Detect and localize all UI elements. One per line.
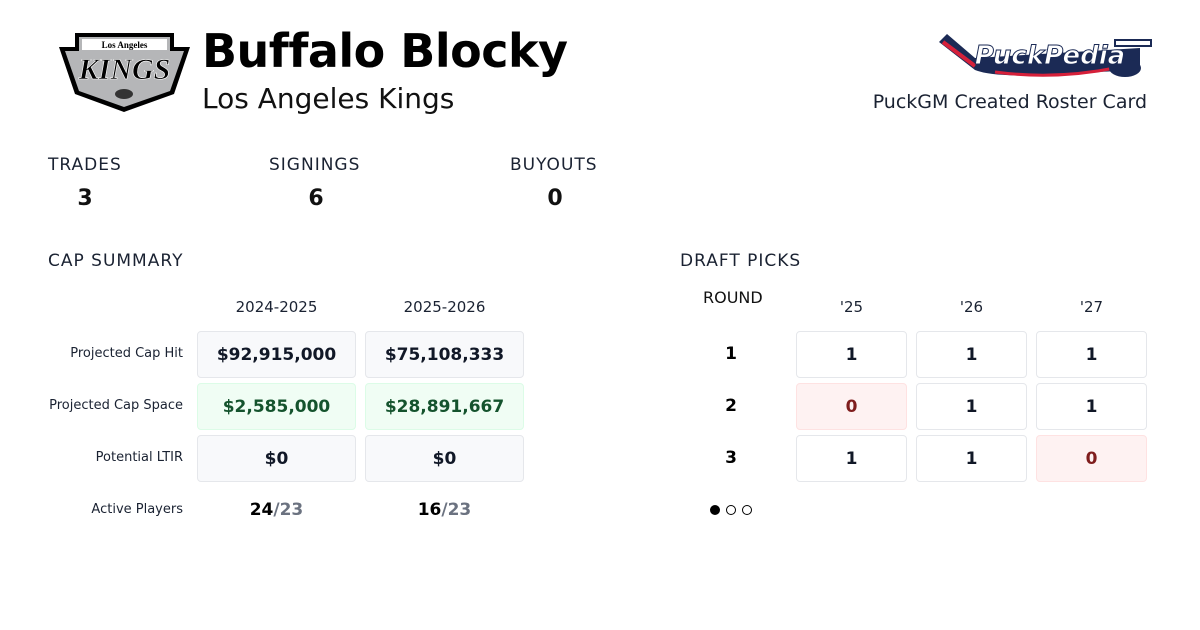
pagination-dot-active[interactable] (710, 505, 720, 515)
card-label: PuckGM Created Roster Card (872, 91, 1147, 113)
row-label-cap-hit: Projected Cap Hit (70, 346, 183, 361)
pick-cell: 1 (1036, 383, 1147, 430)
season-header: 2025-2026 (403, 298, 486, 316)
pick-cell: 1 (1036, 331, 1147, 378)
year-header: '27 (1079, 298, 1104, 316)
roster-max: /23 (273, 500, 304, 520)
buyouts-value: 0 (547, 186, 563, 211)
cap-summary-title: CAP SUMMARY (48, 251, 184, 271)
player-name: Buffalo Blocky (202, 24, 568, 78)
row-label-ltir: Potential LTIR (95, 450, 183, 465)
round-header: ROUND (703, 288, 763, 307)
svg-text:Los Angeles: Los Angeles (102, 40, 148, 50)
signings-label: SIGNINGS (269, 155, 361, 175)
cap-hit-cell: $75,108,333 (365, 331, 524, 378)
ltir-cell: $0 (365, 435, 524, 482)
year-header: '25 (839, 298, 864, 316)
active-count: 24 (249, 500, 274, 520)
active-count: 16 (417, 500, 442, 520)
pick-cell: 1 (796, 435, 907, 482)
pick-cell-missing: 0 (1036, 435, 1147, 482)
cap-space-cell: $28,891,667 (365, 383, 524, 430)
pick-cell: 1 (916, 331, 1027, 378)
pick-cell: 1 (796, 331, 907, 378)
team-name: Los Angeles Kings (202, 82, 455, 115)
draft-picks-title: DRAFT PICKS (680, 251, 802, 271)
row-label-cap-space: Projected Cap Space (49, 398, 183, 413)
pick-cell-missing: 0 (796, 383, 907, 430)
trades-label: TRADES (48, 155, 122, 175)
buyouts-label: BUYOUTS (510, 155, 598, 175)
round-number: 2 (725, 396, 737, 416)
puckpedia-logo: PuckPedia (939, 34, 1152, 77)
round-number: 1 (725, 344, 737, 364)
svg-text:KINGS: KINGS (78, 53, 171, 86)
trades-value: 3 (77, 186, 93, 211)
cap-hit-cell: $92,915,000 (197, 331, 356, 378)
pagination-dot[interactable] (742, 505, 752, 515)
active-players-value: 24/23 (197, 500, 356, 520)
pick-cell: 1 (916, 435, 1027, 482)
round-number: 3 (725, 448, 737, 468)
svg-text:PuckPedia: PuckPedia (975, 41, 1125, 71)
active-players-value: 16/23 (365, 500, 524, 520)
ltir-cell: $0 (197, 435, 356, 482)
row-label-active-players: Active Players (91, 502, 183, 517)
pick-cell: 1 (916, 383, 1027, 430)
roster-max: /23 (441, 500, 472, 520)
pagination-dot[interactable] (726, 505, 736, 515)
kings-logo: Los Angeles KINGS (59, 33, 190, 112)
season-header: 2024-2025 (235, 298, 318, 316)
signings-value: 6 (308, 186, 324, 211)
year-header: '26 (959, 298, 984, 316)
cap-space-cell: $2,585,000 (197, 383, 356, 430)
